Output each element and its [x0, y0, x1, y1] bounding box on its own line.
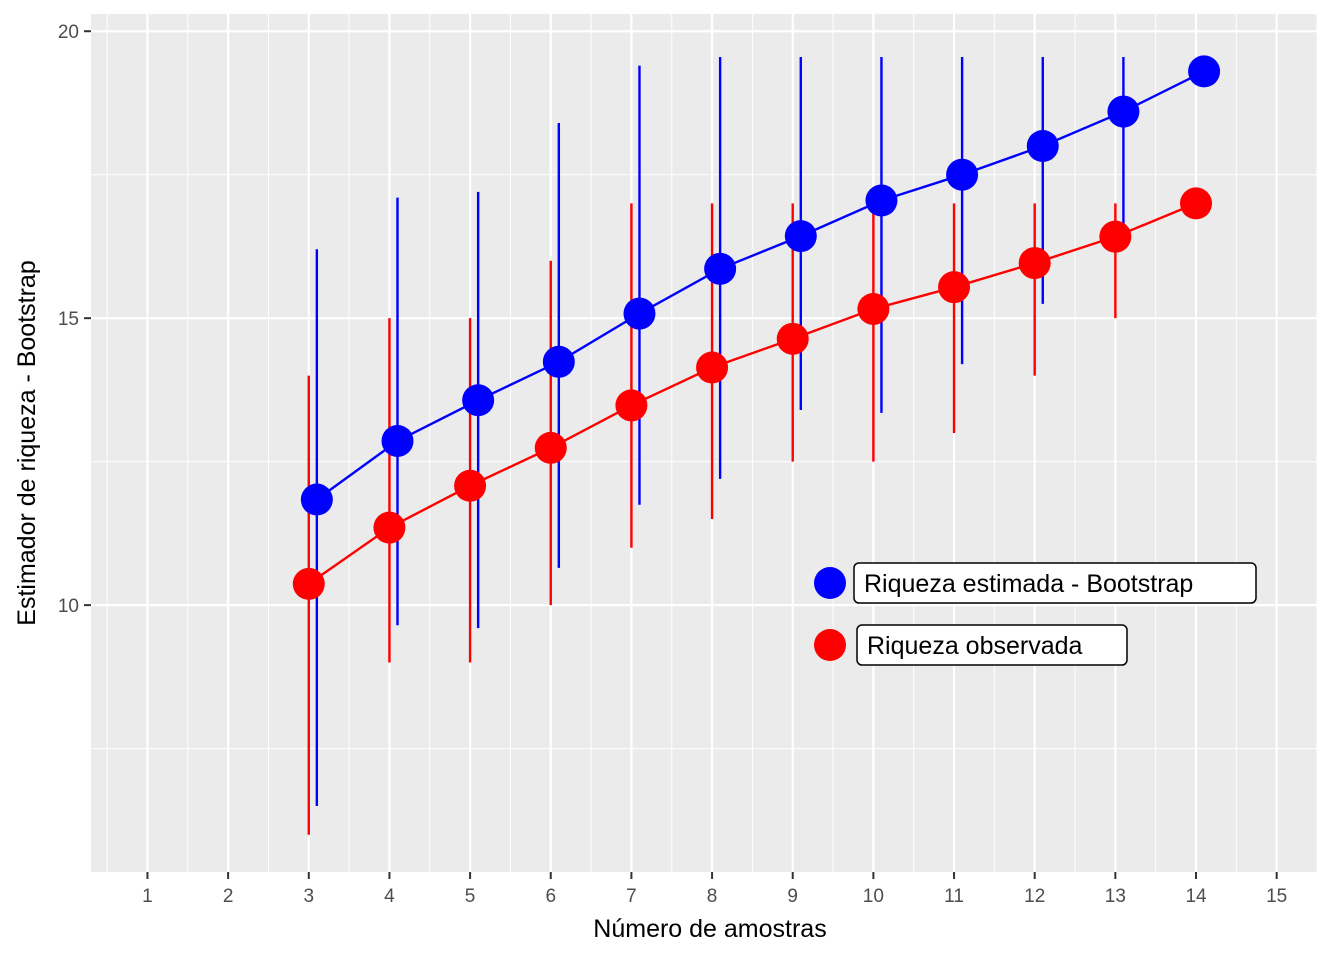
- data-point-observed: [1018, 247, 1051, 280]
- x-tick-label: 15: [1266, 886, 1287, 907]
- data-point-observed: [776, 322, 809, 355]
- data-point-estimated: [300, 483, 333, 516]
- x-tick-label: 6: [545, 886, 556, 907]
- chart-marks: [292, 55, 1221, 835]
- legend-label-observed: Riqueza observada: [867, 632, 1083, 660]
- data-point-estimated: [1107, 95, 1140, 128]
- x-tick-label: 5: [465, 886, 476, 907]
- data-point-observed: [857, 292, 890, 325]
- x-tick-label: 11: [944, 886, 964, 907]
- data-point-estimated: [462, 384, 495, 417]
- x-tick-label: 8: [707, 886, 718, 907]
- legend-key-observed: [814, 629, 846, 661]
- x-tick-label: 4: [384, 886, 395, 907]
- x-axis: 1 2 3 4 5 6 7 8 9 10 11 12 13 14 15: [142, 872, 1287, 907]
- x-tick-label: 3: [303, 886, 314, 907]
- data-point-observed: [373, 511, 406, 544]
- data-point-estimated: [381, 424, 414, 457]
- data-point-estimated: [1188, 55, 1221, 88]
- data-point-estimated: [784, 220, 817, 253]
- y-axis-title: Estimador de riqueza - Bootstrap: [13, 260, 41, 625]
- legend-label-box-observed: [856, 624, 1128, 666]
- y-tick-label: 15: [58, 309, 79, 330]
- legend: Riqueza estimada - Bootstrap Riqueza obs…: [814, 562, 1257, 666]
- x-tick-label: 7: [626, 886, 637, 907]
- data-point-observed: [292, 567, 325, 600]
- x-tick-label: 13: [1105, 886, 1126, 907]
- x-tick-label: 1: [142, 886, 153, 907]
- data-point-estimated: [865, 184, 898, 217]
- data-point-estimated: [542, 345, 575, 378]
- x-tick-label: 9: [787, 886, 798, 907]
- data-point-estimated: [1026, 130, 1059, 162]
- legend-label-estimated: Riqueza estimada - Bootstrap: [864, 570, 1193, 598]
- data-point-estimated: [946, 158, 979, 191]
- legend-label-box-estimated: [853, 562, 1257, 604]
- legend-item-estimated: Riqueza estimada - Bootstrap: [814, 562, 1257, 604]
- y-tick-label: 10: [58, 596, 79, 617]
- data-point-observed: [696, 351, 729, 384]
- x-tick-label: 12: [1024, 886, 1045, 907]
- plot-panel: [91, 14, 1317, 872]
- data-point-observed: [1099, 220, 1132, 253]
- x-tick-label: 2: [223, 886, 234, 907]
- data-point-observed: [1180, 187, 1213, 220]
- x-tick-label: 10: [863, 886, 884, 907]
- x-axis-title: Número de amostras: [593, 915, 826, 943]
- data-point-estimated: [623, 297, 656, 330]
- x-tick-label: 14: [1185, 886, 1207, 907]
- data-point-observed: [615, 389, 648, 422]
- grid-minor: [91, 14, 1318, 872]
- y-axis: 10 15 20: [58, 22, 91, 617]
- data-point-observed: [454, 469, 487, 502]
- data-point-observed: [534, 431, 567, 464]
- legend-item-observed: Riqueza observada: [814, 624, 1128, 666]
- y-tick-label: 20: [58, 22, 79, 43]
- data-point-observed: [938, 271, 971, 304]
- legend-key-estimated: [814, 567, 846, 599]
- data-point-estimated: [704, 252, 737, 285]
